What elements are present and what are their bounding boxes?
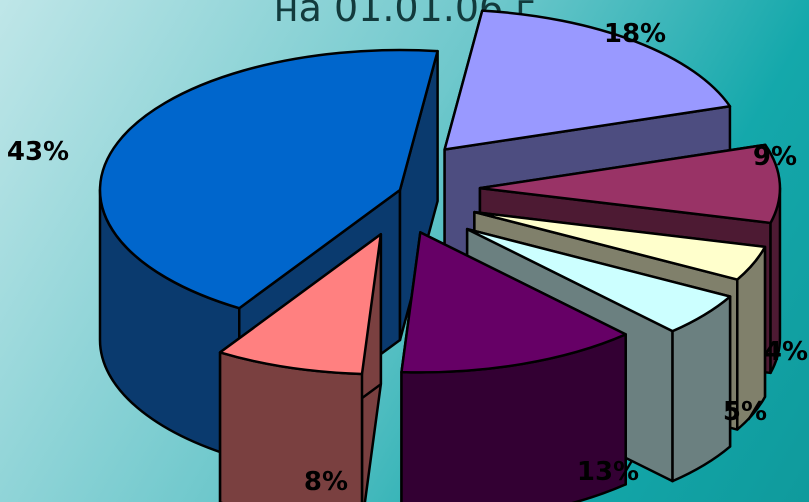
pie-slices xyxy=(98,9,782,502)
pie-slice-8% xyxy=(218,232,383,502)
slice-label-13%: 13% xyxy=(577,457,639,487)
slice-label-9%: 9% xyxy=(753,142,797,172)
slice-label-18%: 18% xyxy=(604,19,666,49)
pie-labels: 43% 8% 13% 5% 4% 9% 18% xyxy=(7,19,808,497)
slice-label-4%: 4% xyxy=(764,337,808,367)
pie-slice-13% xyxy=(400,231,627,502)
slice-label-43%: 43% xyxy=(7,137,69,167)
slice-label-5%: 5% xyxy=(723,397,767,427)
slice-label-8%: 8% xyxy=(304,467,348,497)
